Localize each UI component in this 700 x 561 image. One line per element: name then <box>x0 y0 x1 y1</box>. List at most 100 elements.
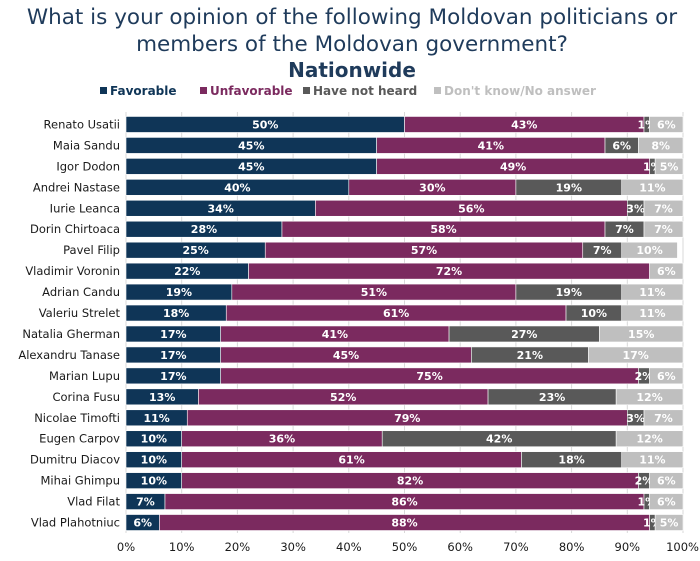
x-axis-ticks: 0% 10% 20% 30% 40% 50% 60% 70% 80% 90% 100% <box>117 540 699 554</box>
category-label: Vladimir Voronin <box>25 264 120 278</box>
category-label: Marian Lupu <box>49 369 120 383</box>
x-tick-label: 40% <box>336 540 362 554</box>
bar-row-mihai-ghimpu: 10% 82% 2% 6% <box>125 472 684 489</box>
bar-row-vladimir-voronin: 22% 72% 6% <box>125 262 684 280</box>
bar-segment-don-t-know-no-answer <box>643 199 684 217</box>
data-label: 10% <box>581 307 607 320</box>
data-label: 52% <box>330 391 356 404</box>
data-label: 5% <box>660 160 679 173</box>
x-tick-label: 100% <box>666 540 699 554</box>
data-label: 18% <box>558 454 584 467</box>
bar-row-renato-usatii: 50% 43% 1% 6% <box>125 116 684 133</box>
legend-item-have-not-heard: Have not heard <box>303 84 417 98</box>
data-label: 10% <box>141 433 167 446</box>
legend-label: Don't know/No answer <box>444 84 596 98</box>
bar-segment-don-t-know-no-answer <box>621 283 684 301</box>
bar-segment-don-t-know-no-answer <box>649 493 684 510</box>
category-label: Valeriu Strelet <box>39 306 121 320</box>
data-label: 10% <box>141 475 167 488</box>
data-label: 27% <box>511 328 537 341</box>
data-label: 36% <box>269 433 295 446</box>
data-label: 30% <box>419 181 445 194</box>
bar-row-alexandru-tanase: 17% 45% 21% 17% <box>125 346 684 364</box>
bar-segment-don-t-know-no-answer <box>649 262 684 280</box>
data-label: 40% <box>224 181 250 194</box>
data-label: 56% <box>458 202 484 215</box>
category-label: Mihai Ghimpu <box>41 474 121 488</box>
bar-row-dorin-chirtoaca: 28% 58% 7% 7% <box>125 220 684 238</box>
data-label: 25% <box>182 244 208 257</box>
bar-row-vlad-filat: 7% 86% 1% 6% <box>125 493 684 510</box>
data-label: 7% <box>593 244 612 257</box>
data-label: 6% <box>657 496 676 509</box>
category-label: Renato Usatii <box>44 117 120 131</box>
bar-segment-don-t-know-no-answer <box>621 304 684 322</box>
chart-title-line-1: What is your opinion of the following Mo… <box>27 5 677 30</box>
legend-label: Unfavorable <box>210 84 293 98</box>
legend-item-don-t-know-no-answer: Don't know/No answer <box>434 84 596 98</box>
x-tick-label: 30% <box>280 540 306 554</box>
legend-swatch <box>303 87 310 94</box>
data-label: 17% <box>160 349 186 362</box>
data-label: 6% <box>133 517 152 530</box>
data-label: 50% <box>252 118 278 131</box>
chart-subtitle: Nationwide <box>288 58 416 82</box>
category-label: Nicolae Timofti <box>34 411 120 425</box>
category-label: Corina Fusu <box>52 390 120 404</box>
gridlines <box>125 112 684 533</box>
data-label: 5% <box>660 517 679 530</box>
chart-title-line-2: members of the Moldovan government? <box>136 32 568 57</box>
bar-segment-don-t-know-no-answer <box>588 346 684 364</box>
data-label: 21% <box>517 349 543 362</box>
data-label: 17% <box>622 349 648 362</box>
bar-row-valeriu-strelet: 18% 61% 10% 11% <box>125 304 684 322</box>
x-tick-label: 90% <box>615 540 641 554</box>
data-label: 12% <box>636 391 662 404</box>
data-label: 19% <box>556 181 582 194</box>
data-label: 79% <box>394 412 420 425</box>
bar-row-pavel-filip: 25% 57% 7% 10% <box>125 241 678 259</box>
bar-segment-don-t-know-no-answer <box>599 325 684 343</box>
data-label: 61% <box>338 454 364 467</box>
data-label: 12% <box>636 433 662 446</box>
data-label: 75% <box>416 370 442 383</box>
x-tick-label: 70% <box>503 540 529 554</box>
data-label: 6% <box>657 118 676 131</box>
data-label: 10% <box>141 454 167 467</box>
data-label: 42% <box>486 433 512 446</box>
bar-segment-don-t-know-no-answer <box>615 388 684 406</box>
x-tick-label: 50% <box>392 540 418 554</box>
data-label: 11% <box>639 181 665 194</box>
category-label: Iurie Leanca <box>50 201 120 215</box>
data-label: 58% <box>430 223 456 236</box>
data-label: 7% <box>654 202 673 215</box>
legend-swatch <box>434 87 441 94</box>
bar-row-andrei-nastase: 40% 30% 19% 11% <box>125 179 684 196</box>
x-tick-label: 60% <box>447 540 473 554</box>
data-label: 82% <box>397 475 423 488</box>
category-label: Eugen Carpov <box>39 432 120 446</box>
data-label: 57% <box>411 244 437 257</box>
data-label: 17% <box>160 370 186 383</box>
x-tick-label: 20% <box>225 540 251 554</box>
legend-label: Favorable <box>110 84 177 98</box>
legend-label: Have not heard <box>313 84 417 98</box>
bar-row-marian-lupu: 17% 75% 2% 6% <box>125 367 684 385</box>
bar-row-maia-sandu: 45% 41% 6% 8% <box>125 137 684 154</box>
bar-segment-don-t-know-no-answer <box>643 220 684 238</box>
bar-segment-don-t-know-no-answer <box>638 137 684 154</box>
category-label: Maia Sandu <box>53 138 120 152</box>
bar-row-nicolae-timofti: 11% 79% 3% 7% <box>125 409 684 427</box>
data-label: 3% <box>626 412 645 425</box>
legend: Favorable Unfavorable Have not heard Don't … <box>100 84 596 98</box>
data-label: 19% <box>556 286 582 299</box>
data-label: 15% <box>628 328 654 341</box>
data-label: 17% <box>160 328 186 341</box>
category-label: Dorin Chirtoaca <box>30 222 120 236</box>
data-label: 2% <box>635 370 654 383</box>
bar-segment-don-t-know-no-answer <box>621 179 684 196</box>
data-label: 72% <box>436 265 462 278</box>
bar-segment-don-t-know-no-answer <box>621 451 684 468</box>
data-label: 41% <box>322 328 348 341</box>
bar-segment-don-t-know-no-answer <box>643 409 684 427</box>
